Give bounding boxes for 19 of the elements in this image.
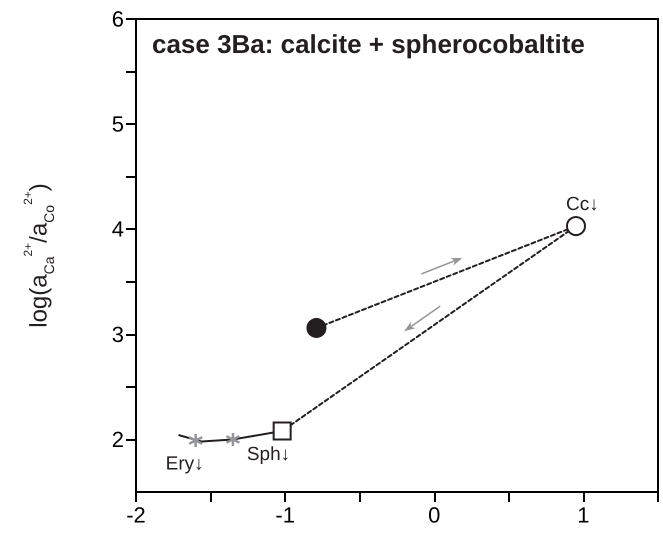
x-tick-label: -1 [275, 502, 295, 528]
annotation: Ery↓ [166, 453, 204, 474]
chart-title: case 3Ba: calcite + spherocobaltite [152, 29, 585, 59]
point [188, 432, 204, 448]
x-tick-label: -2 [126, 502, 146, 528]
x-tick-label: 0 [428, 502, 440, 528]
y-tick-label: 5 [112, 112, 124, 137]
point [306, 318, 326, 338]
x-tick-label: 1 [577, 502, 590, 528]
point [225, 432, 241, 448]
annotation: Sph↓ [246, 444, 290, 466]
y-tick-label: 4 [112, 216, 124, 242]
point [272, 422, 292, 441]
y-axis-title: log(aCa2+/aCo2+) [21, 183, 57, 328]
y-tick-label: 2 [112, 426, 124, 452]
y-tick-label: 6 [112, 6, 124, 32]
point [566, 216, 586, 236]
y-tick-label: 3 [112, 322, 124, 347]
annotation: Cc↓ [566, 194, 599, 216]
